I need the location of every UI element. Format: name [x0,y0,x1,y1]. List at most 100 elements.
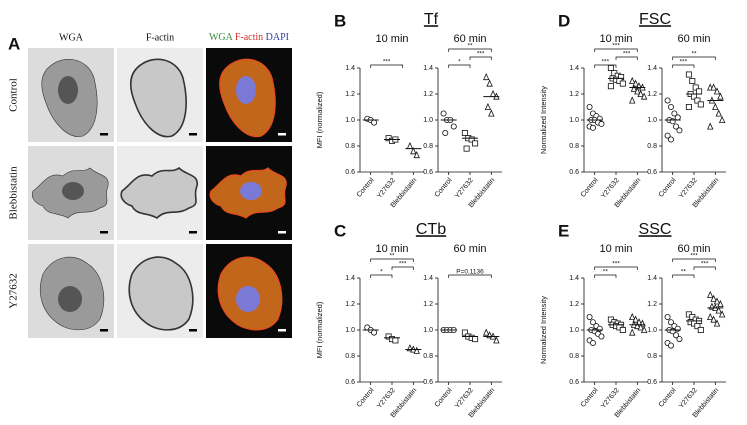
significance-bracket [594,266,638,270]
data-point [671,110,678,117]
data-point [685,71,692,78]
data-point [640,325,648,333]
data-point [667,136,674,143]
scale-bar [189,329,197,332]
data-point [486,79,493,87]
data-point [463,145,470,152]
data-point [707,290,714,298]
y-axis-label: Normalized Intensity [539,86,548,154]
significance-label: * [380,269,383,276]
significance-bracket [469,56,492,60]
merge-label-part: F-actin [232,32,263,43]
y-tick-label: 0.6 [647,379,657,386]
data-point [697,101,704,108]
data-point [707,312,714,320]
significance-label: *** [477,51,485,58]
significance-label: ** [681,269,687,276]
subplot-title: 60 min [677,33,710,45]
panel-title: Tf [424,11,439,28]
data-point [410,147,417,155]
data-point [674,325,681,332]
y-tick-label: 1.4 [647,275,657,282]
significance-bracket [391,266,414,270]
panel-title: CTb [416,221,446,238]
significance-label: ** [691,51,697,58]
data-point [483,73,490,81]
column-label: WGA [59,32,84,43]
data-point [715,306,722,314]
data-point [694,323,701,330]
significance-bracket [672,56,716,60]
subplot-title: 10 min [599,33,632,45]
data-point [718,310,726,318]
subplot-title: 60 min [453,243,486,255]
data-point [715,109,722,117]
data-point [707,122,714,130]
data-point [629,76,636,84]
data-point [632,79,639,87]
subplot-title: 60 min [453,33,486,45]
data-point [629,312,636,320]
data-point [664,132,671,139]
panel-letter: E [558,221,569,240]
y-tick-label: 1.4 [647,65,657,72]
y-tick-label: 0.6 [569,169,579,176]
y-axis-label: MFI (normalized) [315,301,324,358]
y-tick-label: 1.2 [345,301,355,308]
merge-label: WGA F-actin DAPI [209,32,289,43]
significance-label: * [458,59,461,66]
data-point [713,87,721,95]
nucleus [236,76,256,104]
y-tick-label: 1.0 [345,327,355,334]
data-point [392,337,399,344]
data-point [692,84,699,91]
data-point [676,336,683,343]
y-tick-label: 0.6 [647,169,657,176]
significance-bracket [370,274,393,278]
data-point [493,336,500,344]
y-tick-label: 1.4 [569,65,579,72]
cell-body [129,58,187,138]
cell [31,167,109,219]
significance-label: *** [602,59,610,66]
significance-label: *** [612,261,620,268]
y-tick-label: 1.4 [423,65,433,72]
data-point [685,104,692,111]
column-label: F-actin [146,32,174,43]
cell [219,58,276,138]
data-point [637,89,644,97]
data-point [634,322,641,330]
scale-bar [189,231,197,234]
subplot-title: 10 min [375,243,408,255]
significance-label: ** [467,43,473,50]
nucleus [240,182,262,200]
data-point [637,323,644,331]
data-point [673,332,680,339]
data-point [589,319,596,326]
cell [129,58,187,138]
y-axis-label: Normalized Intensity [539,296,548,364]
y-tick-label: 0.8 [647,143,657,150]
scale-bar [100,329,108,332]
data-point [632,315,639,323]
cell [217,256,283,331]
scale-bar [278,133,286,136]
cell-body [120,166,198,220]
panel-title: SSC [639,221,672,238]
y-tick-label: 1.4 [345,275,355,282]
significance-bracket [615,56,638,60]
data-point [712,102,719,110]
panel-letter: C [334,221,346,240]
nucleus [236,286,260,312]
nucleus [58,76,78,104]
data-point [484,102,492,110]
y-tick-label: 1.4 [345,65,355,72]
panel-letter: D [558,11,570,30]
y-tick-label: 1.2 [423,301,433,308]
cell [41,59,98,137]
significance-bracket [594,274,617,278]
y-tick-label: 1.4 [423,275,433,282]
scale-bar [100,133,108,136]
y-tick-label: 0.8 [423,143,433,150]
significance-bracket [448,274,492,278]
